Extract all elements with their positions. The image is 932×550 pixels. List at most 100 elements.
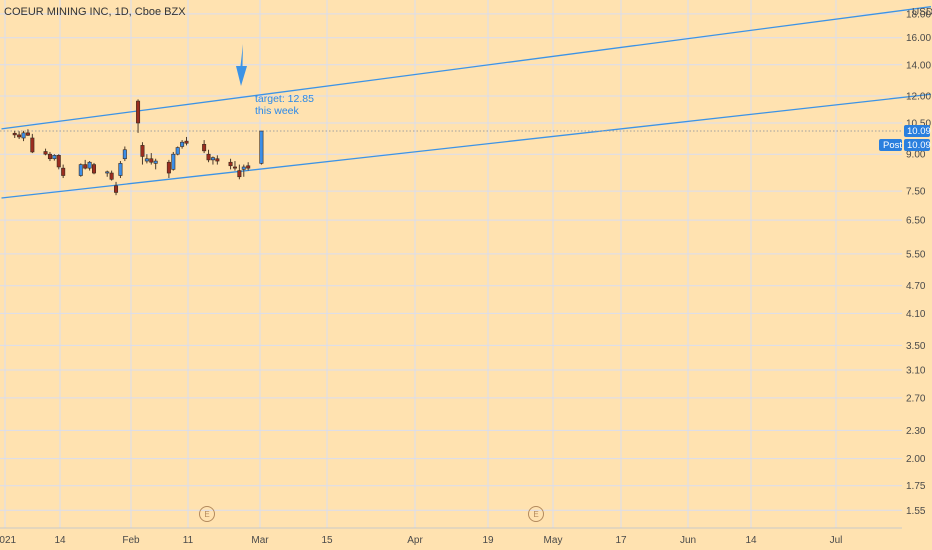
x-tick-label: 11 — [183, 535, 194, 546]
time-axis: 2021 14 Feb 11 Mar 15 Apr 19 May 17 Jun 14 Jul — [0, 527, 902, 546]
last-price-value: 10.09 — [907, 126, 931, 137]
candle[interactable] — [153, 158, 158, 170]
candle-body — [202, 144, 207, 152]
candle-body — [241, 166, 246, 170]
candle[interactable] — [87, 161, 92, 171]
candle[interactable] — [259, 130, 264, 165]
chart-grid — [0, 0, 902, 528]
candle-body — [92, 164, 97, 174]
post-label-tag — [879, 139, 902, 152]
candle[interactable] — [228, 158, 233, 170]
annotation-timeframe: this week — [255, 105, 300, 117]
candle[interactable] — [171, 151, 176, 171]
x-tick-label: 15 — [321, 535, 333, 546]
candle[interactable] — [12, 130, 17, 138]
y-tick-label: 2.70 — [906, 393, 926, 404]
candle-body — [78, 164, 83, 176]
candle[interactable] — [215, 155, 220, 165]
annotation-target: target: 12.85 — [255, 93, 314, 105]
candle[interactable] — [175, 146, 180, 156]
y-tick-label: 9.00 — [906, 150, 926, 161]
candle-body — [171, 153, 176, 170]
candle[interactable] — [105, 170, 110, 177]
annotation-arrow — [236, 44, 247, 86]
y-tick-label: 2.00 — [906, 454, 926, 465]
candle-body — [180, 141, 185, 147]
candle[interactable] — [122, 146, 127, 162]
y-tick-label: 2.30 — [906, 426, 926, 437]
candle-body — [232, 166, 237, 169]
y-tick-label: 7.50 — [906, 187, 926, 198]
candle[interactable] — [109, 170, 114, 181]
candle-body — [136, 100, 141, 124]
candle-body — [83, 164, 88, 169]
candle-body — [105, 171, 110, 174]
candle[interactable] — [61, 164, 66, 179]
candle-body — [166, 161, 171, 174]
candle[interactable] — [166, 159, 171, 179]
y-tick-label: 12.00 — [906, 91, 931, 102]
candle-body — [43, 151, 48, 155]
candle[interactable] — [83, 159, 88, 170]
y-tick-label: 14.00 — [906, 60, 931, 71]
candle[interactable] — [149, 153, 154, 165]
candle-body — [52, 155, 57, 160]
candle[interactable] — [114, 181, 119, 196]
candle[interactable] — [144, 154, 149, 164]
y-tick-label: 1.55 — [906, 506, 926, 517]
candle-body — [215, 158, 220, 162]
candle-body — [144, 158, 149, 162]
candle[interactable] — [210, 156, 215, 165]
lower-trendline[interactable] — [1, 93, 932, 199]
x-tick-label: 2021 — [0, 535, 17, 546]
post-price-tag — [904, 139, 930, 152]
candles — [12, 99, 264, 196]
candle[interactable] — [78, 163, 83, 177]
currency-label: USD — [912, 7, 932, 18]
y-tick-label: 3.50 — [906, 341, 926, 352]
candle[interactable] — [202, 140, 207, 154]
candle-body — [153, 160, 158, 164]
candle-body — [87, 161, 92, 169]
price-tags: 10.09 Post 10.09 — [879, 125, 931, 152]
candle[interactable] — [118, 161, 123, 179]
x-tick-label: 19 — [482, 535, 494, 546]
candle-body — [246, 165, 251, 169]
candle-body — [25, 132, 30, 136]
candle[interactable] — [17, 131, 22, 140]
earnings-marker[interactable]: E — [199, 506, 215, 522]
y-tick-label: 10.50 — [906, 118, 931, 129]
candle[interactable] — [246, 162, 251, 171]
y-tick-label: 3.10 — [906, 365, 926, 376]
earnings-letter: E — [204, 510, 209, 519]
candle[interactable] — [43, 148, 48, 156]
candle-body — [237, 170, 242, 178]
candle-body — [122, 149, 127, 160]
candle[interactable] — [180, 140, 185, 149]
candle[interactable] — [25, 129, 30, 136]
candle[interactable] — [47, 151, 52, 162]
candle[interactable] — [206, 149, 211, 163]
y-tick-label: 4.70 — [906, 281, 926, 292]
x-tick-label: 17 — [615, 535, 627, 546]
candle[interactable] — [140, 142, 145, 165]
candle[interactable] — [241, 164, 246, 177]
candle[interactable] — [56, 154, 61, 170]
candle[interactable] — [136, 99, 141, 133]
upper-trendline[interactable] — [1, 6, 932, 130]
candle-body — [118, 163, 123, 176]
candle[interactable] — [21, 130, 26, 142]
candle[interactable] — [237, 164, 242, 180]
arrow-shape — [236, 44, 247, 86]
candle[interactable] — [30, 133, 35, 154]
earnings-marker[interactable]: E — [528, 506, 544, 522]
candle-body — [21, 132, 26, 139]
candle-body — [149, 158, 154, 163]
candle-body — [175, 147, 180, 155]
candle[interactable] — [232, 161, 237, 171]
candle[interactable] — [92, 162, 97, 175]
earnings-letter: E — [533, 510, 538, 519]
candle[interactable] — [184, 136, 189, 146]
candle[interactable] — [52, 154, 57, 161]
